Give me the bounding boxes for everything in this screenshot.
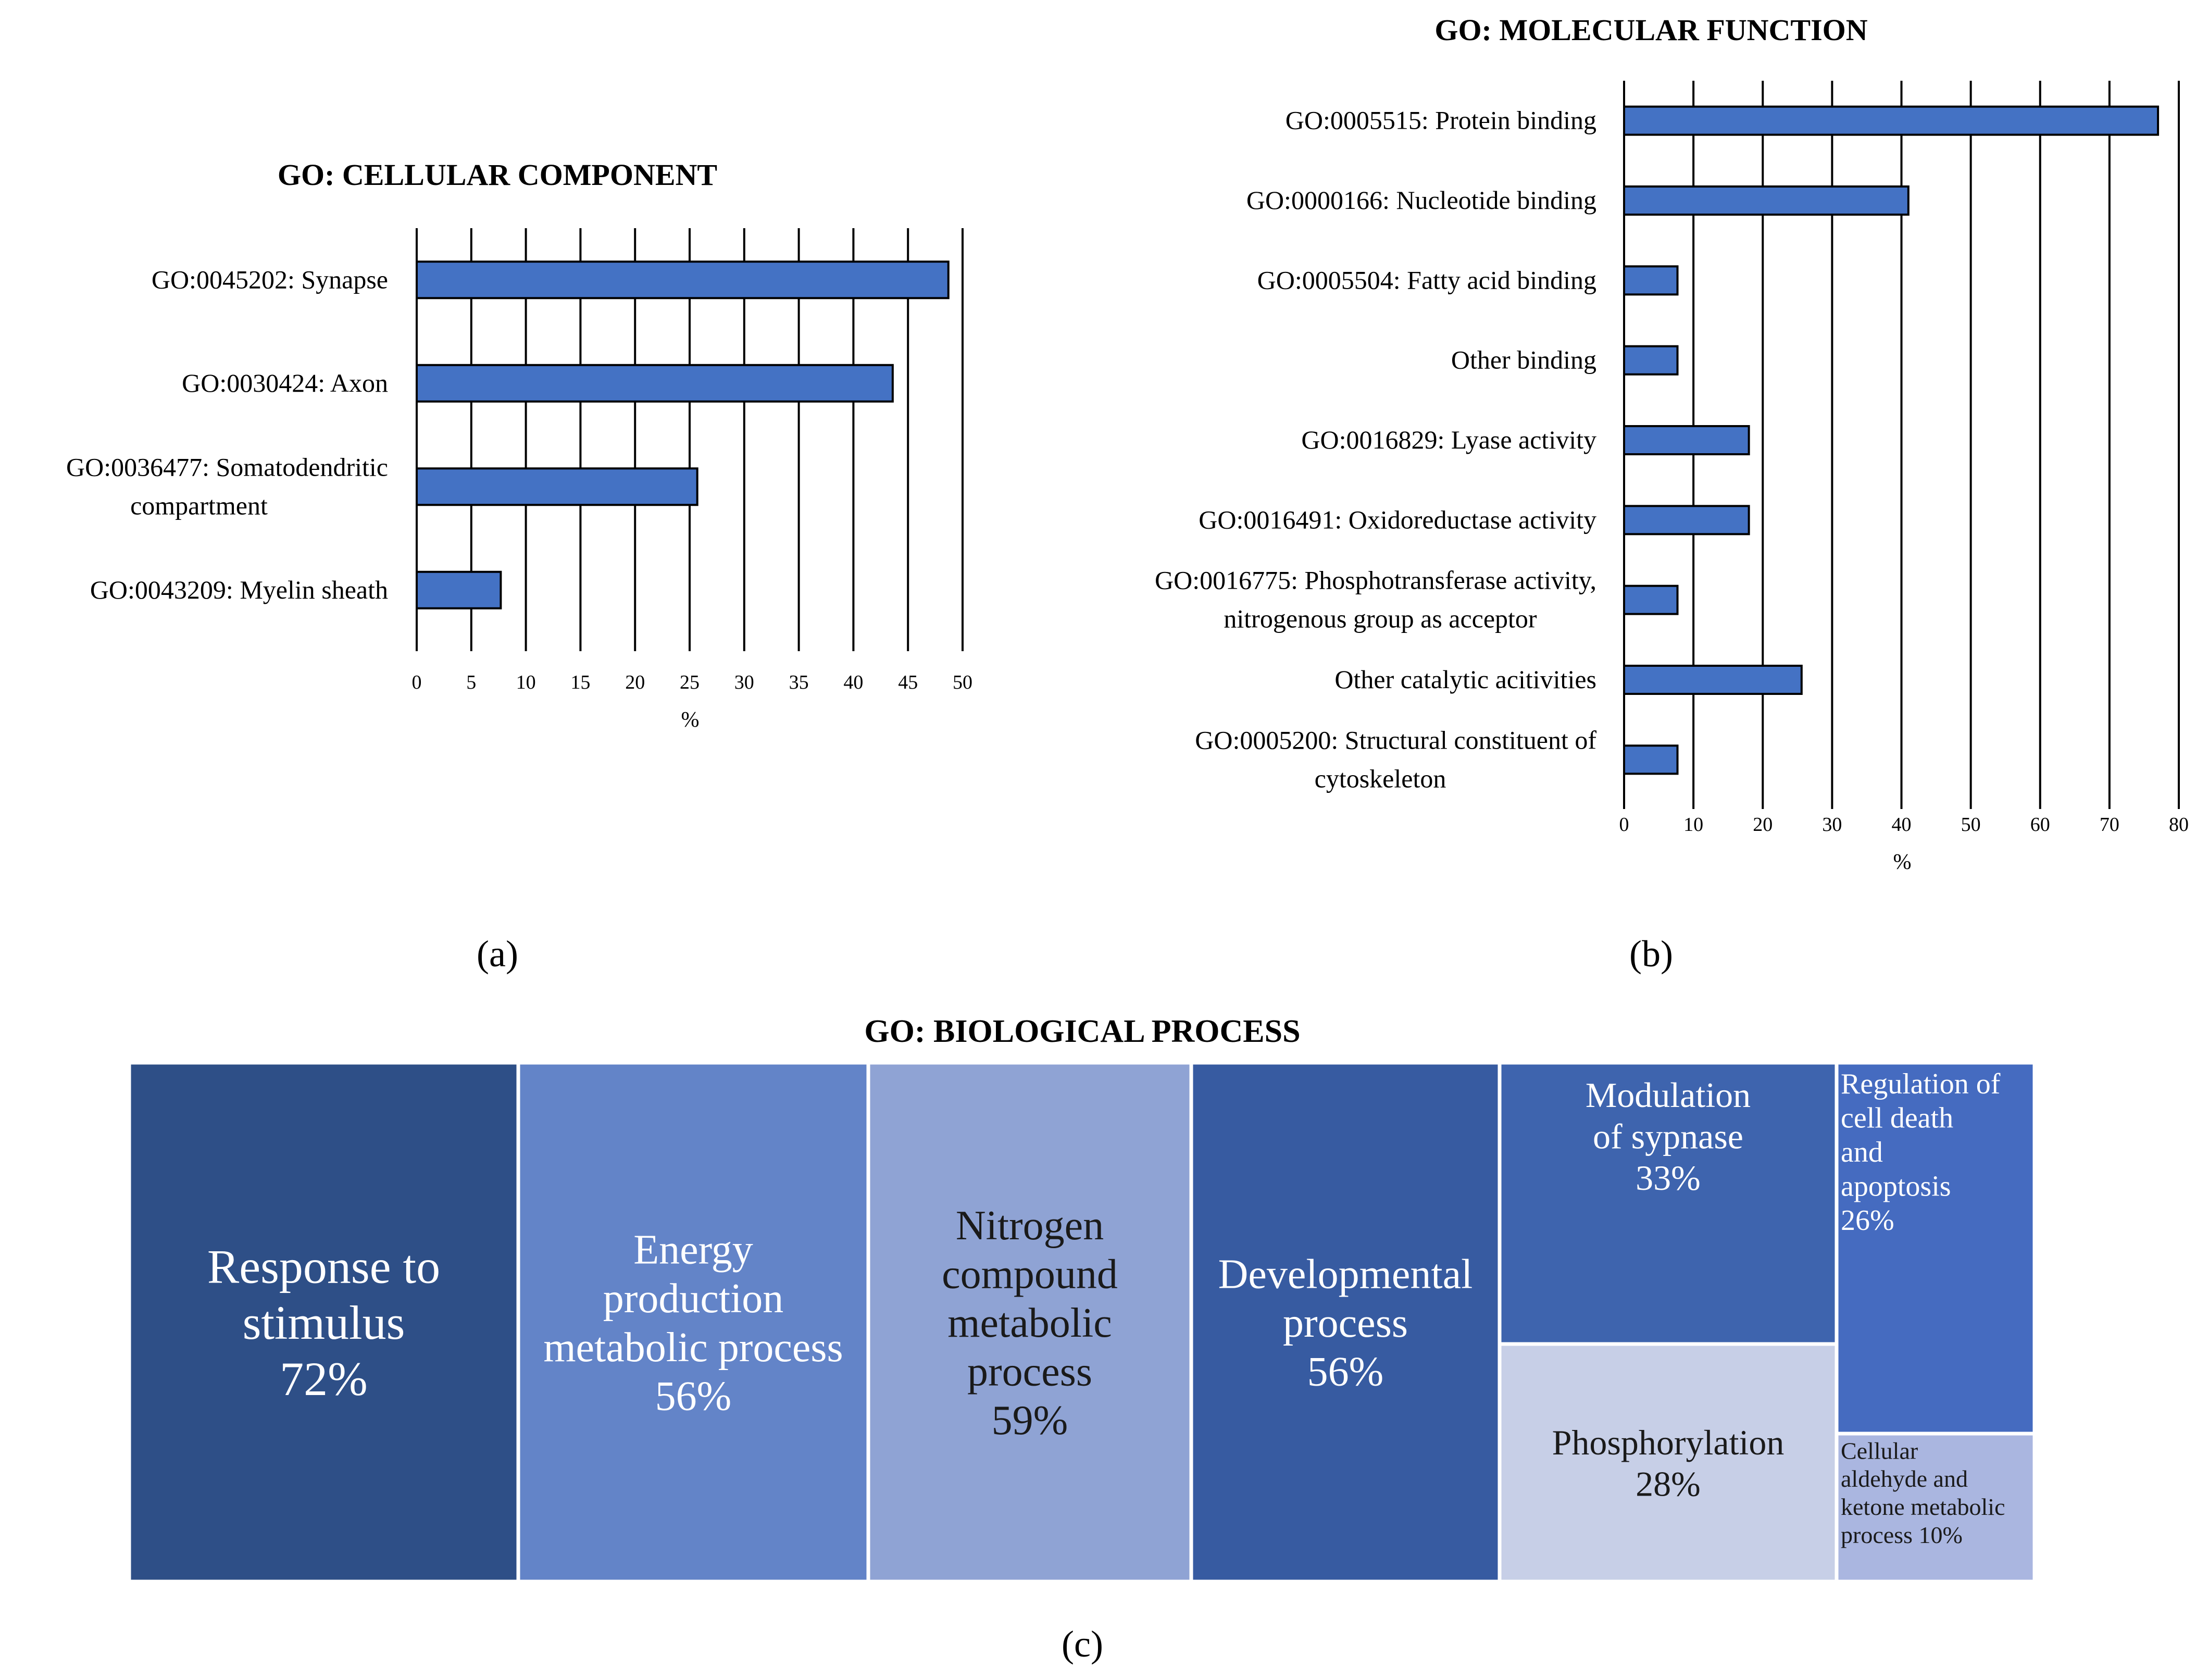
x-tick-label: 0 [412,671,422,693]
treemap-tile [1498,1342,1839,1584]
treemap-tile-label: metabolic [947,1300,1112,1346]
x-axis-label-molecular-function: % [1893,850,1912,874]
x-axis-label-cellular-component: % [681,708,700,732]
treemap-tile-label: 33% [1636,1158,1701,1198]
x-tick-label: 45 [898,671,918,693]
treemap-tile-label: Cellular [1841,1437,1918,1464]
x-tick-label: 40 [843,671,863,693]
molecular-function-chart: GO: MOLECULAR FUNCTION 0 10 20 30 40 50 60 70 80… [1155,13,2189,975]
treemap-tile [1189,1061,1502,1584]
x-tick-label: 60 [2030,814,2050,836]
treemap-tile-label: stimulus [243,1296,405,1349]
bar [1623,185,1910,216]
x-tick-label: 20 [1753,814,1773,836]
category-label: GO:0016775: Phosphotransferase activity, [1155,566,1596,595]
treemap-tile-label: Nitrogen [956,1203,1104,1249]
treemap-tile-label: Developmental [1218,1251,1473,1297]
category-label: Other catalytic acitivities [1334,665,1596,694]
treemap-tile [1835,1061,2037,1436]
category-label: cytoskeleton [1315,764,1446,793]
chart-title-biological-process: GO: BIOLOGICAL PROCESS [864,1014,1300,1049]
category-label: GO:0016829: Lyase activity [1301,425,1596,454]
treemap-tile-label: 26% [1841,1204,1894,1237]
x-tick-label: 50 [1961,814,1981,836]
treemap-tile-label: compound [942,1251,1118,1297]
category-label: compartment [130,491,268,520]
treemap-tile-label: Modulation [1586,1075,1751,1115]
treemap-tile-label: Energy [633,1227,753,1273]
category-label: GO:0016491: Oxidoreductase activity [1199,505,1596,534]
x-tick-label: 10 [516,671,536,693]
bar [1623,105,2160,136]
x-tick-label: 80 [2169,814,2189,836]
category-label: GO:0000166: Nucleotide binding [1246,185,1596,215]
treemap-tile [516,1061,870,1584]
category-label: Other binding [1451,345,1596,375]
x-tick-label: 30 [734,671,754,693]
panel-label-a: (a) [477,933,518,975]
category-label: GO:0030424: Axon [182,368,388,397]
treemap-tile-label: 56% [655,1373,732,1419]
bar [1623,505,1750,536]
biological-process-treemap: GO: BIOLOGICAL PROCESS Response tostimul… [127,1014,2037,1665]
treemap-tile-label: 72% [280,1352,368,1405]
treemap-tile-label: process [967,1349,1092,1395]
treemap-tile-label: Phosphorylation [1552,1423,1785,1462]
treemap-tile-label: process [1283,1300,1408,1346]
category-label: GO:0005515: Protein binding [1286,106,1596,135]
x-tick-label: 5 [466,671,476,693]
bar [1623,584,1679,615]
treemap-tile-label: 59% [992,1398,1068,1443]
treemap-tile-label: process 10% [1841,1522,1963,1548]
treemap-tile-label: 28% [1636,1464,1701,1504]
treemap-tile-label: 56% [1307,1349,1384,1395]
category-label: GO:0043209: Myelin sheath [90,575,388,604]
bar [416,364,894,403]
category-label: GO:0045202: Synapse [152,265,388,294]
treemap-tile [1835,1432,2037,1584]
bar [1623,744,1679,775]
treemap-tile-label: Response to [207,1240,440,1293]
bar [1623,345,1679,376]
treemap-tile-label: aldehyde and [1841,1465,1968,1492]
x-tick-label: 50 [953,671,972,693]
x-tick-label: 20 [625,671,645,693]
x-tick-label: 10 [1683,814,1703,836]
x-tick-label: 15 [570,671,590,693]
treemap-tile-label: apoptosis [1841,1170,1951,1202]
bar [416,260,950,300]
chart-title-molecular-function: GO: MOLECULAR FUNCTION [1434,13,1867,47]
treemap-tile-label: ketone metabolic [1841,1494,2005,1520]
treemap-tile [1498,1061,1839,1346]
x-tick-label: 70 [2100,814,2119,836]
x-tick-label: 30 [1822,814,1842,836]
bar [1623,265,1679,296]
cellular-component-chart: GO: CELLULAR COMPONENT 0 5 10 15 20 25 30 35 40 4… [66,158,972,975]
category-label: nitrogenous group as acceptor [1224,604,1537,633]
panel-label-c: (c) [1062,1623,1103,1665]
x-tick-label: 40 [1892,814,1912,836]
treemap-tile [866,1061,1193,1584]
treemap-tile-label: metabolic process [543,1325,843,1371]
category-label: GO:0005200: Structural constituent of [1195,725,1596,754]
treemap-tile-label: and [1841,1136,1883,1168]
treemap-tile-label: Regulation of [1841,1068,2001,1100]
treemap-tile [127,1061,520,1584]
category-label: GO:0005504: Fatty acid binding [1257,265,1596,294]
treemap-tile-label: of sypnase [1593,1117,1743,1156]
panel-label-b: (b) [1629,933,1673,975]
x-tick-label: 25 [680,671,700,693]
x-tick-label: 35 [789,671,809,693]
bar [1623,425,1750,455]
category-label: GO:0036477: Somatodendritic [66,452,388,481]
x-tick-label: 0 [1619,814,1629,836]
bar [416,467,698,506]
chart-title-cellular-component: GO: CELLULAR COMPONENT [278,158,717,192]
treemap-tile-label: cell death [1841,1102,1953,1134]
bar [1623,665,1803,695]
bar [416,570,502,609]
treemap-tile-label: production [603,1276,784,1322]
